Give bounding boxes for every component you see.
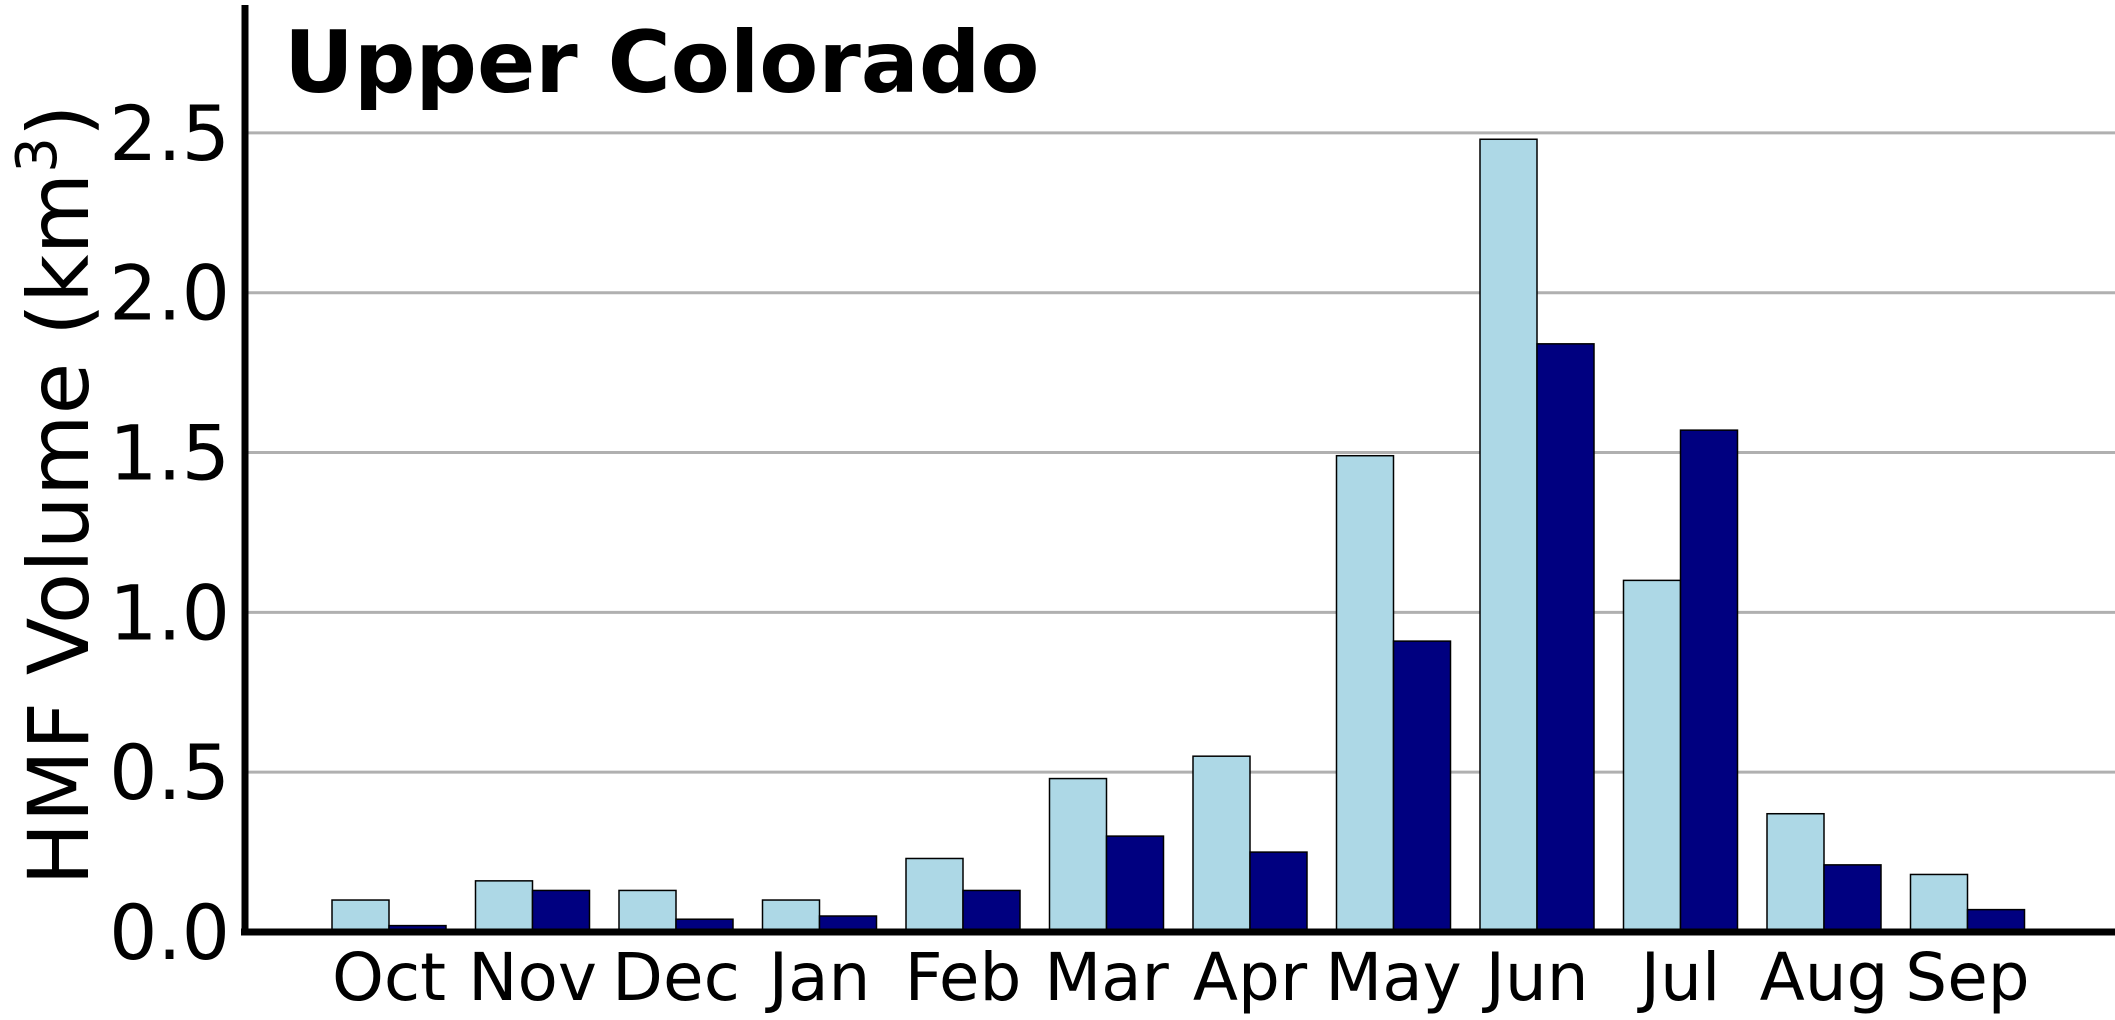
y-axis-label-close: ) [10,104,108,137]
bar-dec-s1 [618,889,677,933]
bar-feb-s1 [905,857,964,933]
x-tick-label: Feb [905,939,1022,1016]
bar-sep-s1 [1909,873,1969,933]
bar-apr-s1 [1192,755,1251,933]
chart-title: Upper Colorado [284,13,1039,113]
bar-apr-s2 [1249,851,1308,933]
x-tick-label: Jul [1637,939,1721,1016]
y-tick-label: 1.0 [109,568,230,657]
bar-jul-s1 [1622,579,1682,933]
y-tick-label: 2.5 [109,89,230,178]
x-tick-label: Apr [1193,939,1308,1016]
y-tick-label: 2.0 [109,249,230,338]
x-tick-label: Nov [468,939,597,1016]
y-axis-label: HMF Volume (km3) [5,104,108,885]
x-tick-label: Aug [1760,939,1889,1016]
tick-labels: 0.0 0.5 1.0 1.5 2.0 2.5 Oct Nov Dec Jan Feb Mar Apr M… [109,89,2030,1016]
bar-nov-s1 [474,880,534,933]
x-tick-label: Jun [1481,939,1588,1016]
bar-mar-s2 [1105,835,1165,933]
x-tick-label: Sep [1905,939,2029,1016]
x-tick-label: May [1325,939,1461,1016]
bar-nov-s2 [531,889,591,933]
bar-aug-s2 [1823,864,1882,933]
x-tick-label: Mar [1044,939,1169,1016]
bar-feb-s2 [962,889,1021,933]
x-tick-label: Oct [332,939,446,1016]
x-tick-label: Jan [765,939,871,1016]
bars [331,138,2026,933]
y-axis-label-main: HMF Volume (km [10,173,108,886]
bar-oct-s1 [331,899,390,933]
y-tick-label: 1.5 [109,409,230,498]
x-tick-label: Dec [612,939,740,1016]
y-tick-label: 0.5 [109,728,230,817]
bar-jun-s1 [1479,138,1538,933]
bar-jul-s2 [1679,429,1739,933]
bar-mar-s1 [1048,777,1108,933]
y-tick-label: 0.0 [109,888,230,977]
bar-may-s1 [1335,454,1395,933]
bar-aug-s1 [1766,812,1825,933]
axes [241,5,2115,936]
bar-jan-s1 [761,899,821,933]
gridlines [245,131,2115,774]
bar-jun-s2 [1536,343,1595,933]
y-axis-label-superscript: 3 [5,137,70,173]
bar-may-s2 [1392,640,1452,933]
